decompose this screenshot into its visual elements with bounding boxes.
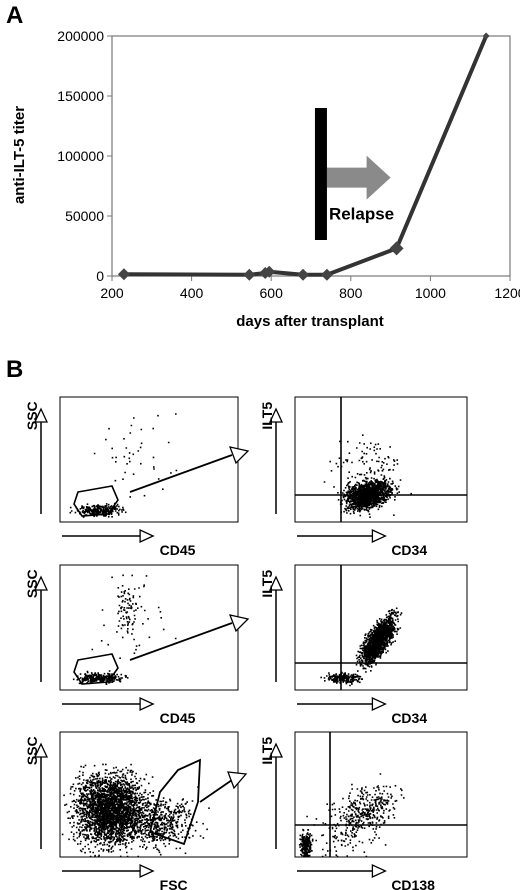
scatter-plot-right-2: ILT5 CD34 — [259, 564, 468, 726]
scatter-plot-left-1: SSC CD45 — [24, 396, 250, 558]
data-point — [243, 268, 256, 281]
x-axis-label: CD34 — [391, 710, 427, 726]
event-dots — [355, 607, 403, 678]
x-axis-arrow-head — [371, 863, 387, 879]
x-axis-label: FSC — [160, 877, 188, 890]
x-axis-label: days after transplant — [236, 313, 384, 330]
flow-cytometry-panels: SSC CD45 ILT5 CD34 SSC CD45 ILT5 CD34 SSC FSC ILT5… — [24, 396, 468, 890]
plot-frame — [59, 731, 239, 858]
event-dots — [328, 773, 405, 842]
gate-arrow-head — [227, 771, 248, 790]
y-axis-arrow-head — [268, 575, 284, 591]
event-dots — [69, 502, 127, 518]
event-dots — [61, 763, 159, 858]
y-axis-label: SSC — [24, 736, 40, 765]
plot-area-border — [111, 35, 511, 277]
x-axis-arrow-head — [139, 696, 155, 712]
data-point — [389, 241, 404, 256]
x-tick-label: 400 — [180, 285, 204, 301]
titer-series — [117, 32, 490, 281]
relapse-label: Relapse — [329, 205, 394, 224]
event-dots — [117, 574, 141, 635]
x-axis-arrow-head — [371, 528, 387, 544]
plot-frame — [294, 396, 468, 523]
gate-arrow-head — [228, 446, 250, 465]
relapse-annotation: Relapse — [314, 108, 394, 240]
data-point — [320, 268, 333, 281]
y-axis-label: anti-ILT-5 titer — [11, 106, 28, 204]
event-dots — [298, 828, 314, 858]
gate-arrow-head — [228, 614, 250, 633]
y-tick-label: 150000 — [57, 88, 104, 104]
y-axis-label: ILT5 — [259, 737, 275, 765]
scatter-plot-left-2: SSC CD45 — [24, 564, 250, 726]
y-tick-label: 0 — [96, 268, 104, 284]
x-axis-label: CD45 — [160, 710, 196, 726]
data-point — [263, 265, 276, 278]
scatter-plot-right-1: ILT5 CD34 — [259, 396, 468, 558]
panel-a-label: A — [6, 2, 24, 29]
y-axis-label: SSC — [24, 401, 40, 430]
y-axis-label: ILT5 — [259, 570, 275, 598]
x-axis-arrow-head — [139, 863, 155, 879]
panel-b-label: B — [6, 356, 24, 383]
relapse-arrow — [326, 155, 391, 200]
data-point — [482, 32, 490, 40]
y-axis-arrow-head — [33, 742, 49, 758]
y-tick-label: 100000 — [57, 148, 104, 164]
gate-arrow-line — [129, 622, 233, 661]
y-axis-arrow-head — [268, 742, 284, 758]
scatter-plot-left-3: SSC FSC — [24, 731, 248, 890]
gate-outline — [148, 758, 201, 846]
gate-arrow-line — [199, 779, 233, 803]
x-tick-label: 200 — [100, 285, 124, 301]
y-tick-label: 50000 — [65, 208, 104, 224]
y-axis-label: SSC — [24, 569, 40, 598]
y-axis-arrow-head — [33, 575, 49, 591]
x-axis-arrow-head — [139, 528, 155, 544]
gate-arrow-line — [129, 454, 233, 493]
x-tick-label: 800 — [339, 285, 363, 301]
event-dots — [304, 802, 387, 858]
plot-frame — [59, 564, 239, 691]
data-point — [117, 268, 130, 281]
x-axis-label: CD34 — [391, 542, 427, 558]
gate-outline — [73, 653, 119, 685]
scatter-plot-right-3: ILT5 CD138 — [259, 731, 468, 890]
x-axis-arrow-head — [371, 696, 387, 712]
x-axis-label: CD45 — [160, 542, 196, 558]
relapse-bar — [314, 108, 327, 240]
plot-frame — [294, 731, 468, 858]
data-point — [297, 268, 310, 281]
x-tick-label: 1000 — [415, 285, 446, 301]
gate-outline — [73, 485, 119, 517]
y-axis-arrow-head — [33, 407, 49, 423]
x-axis-label: CD138 — [391, 877, 435, 890]
y-axis-arrow-head — [268, 407, 284, 423]
series-line — [123, 35, 488, 277]
plot-frame — [59, 396, 239, 523]
x-tick-label: 600 — [260, 285, 284, 301]
y-tick-label: 200000 — [57, 28, 104, 44]
y-axis-label: ILT5 — [259, 402, 275, 430]
